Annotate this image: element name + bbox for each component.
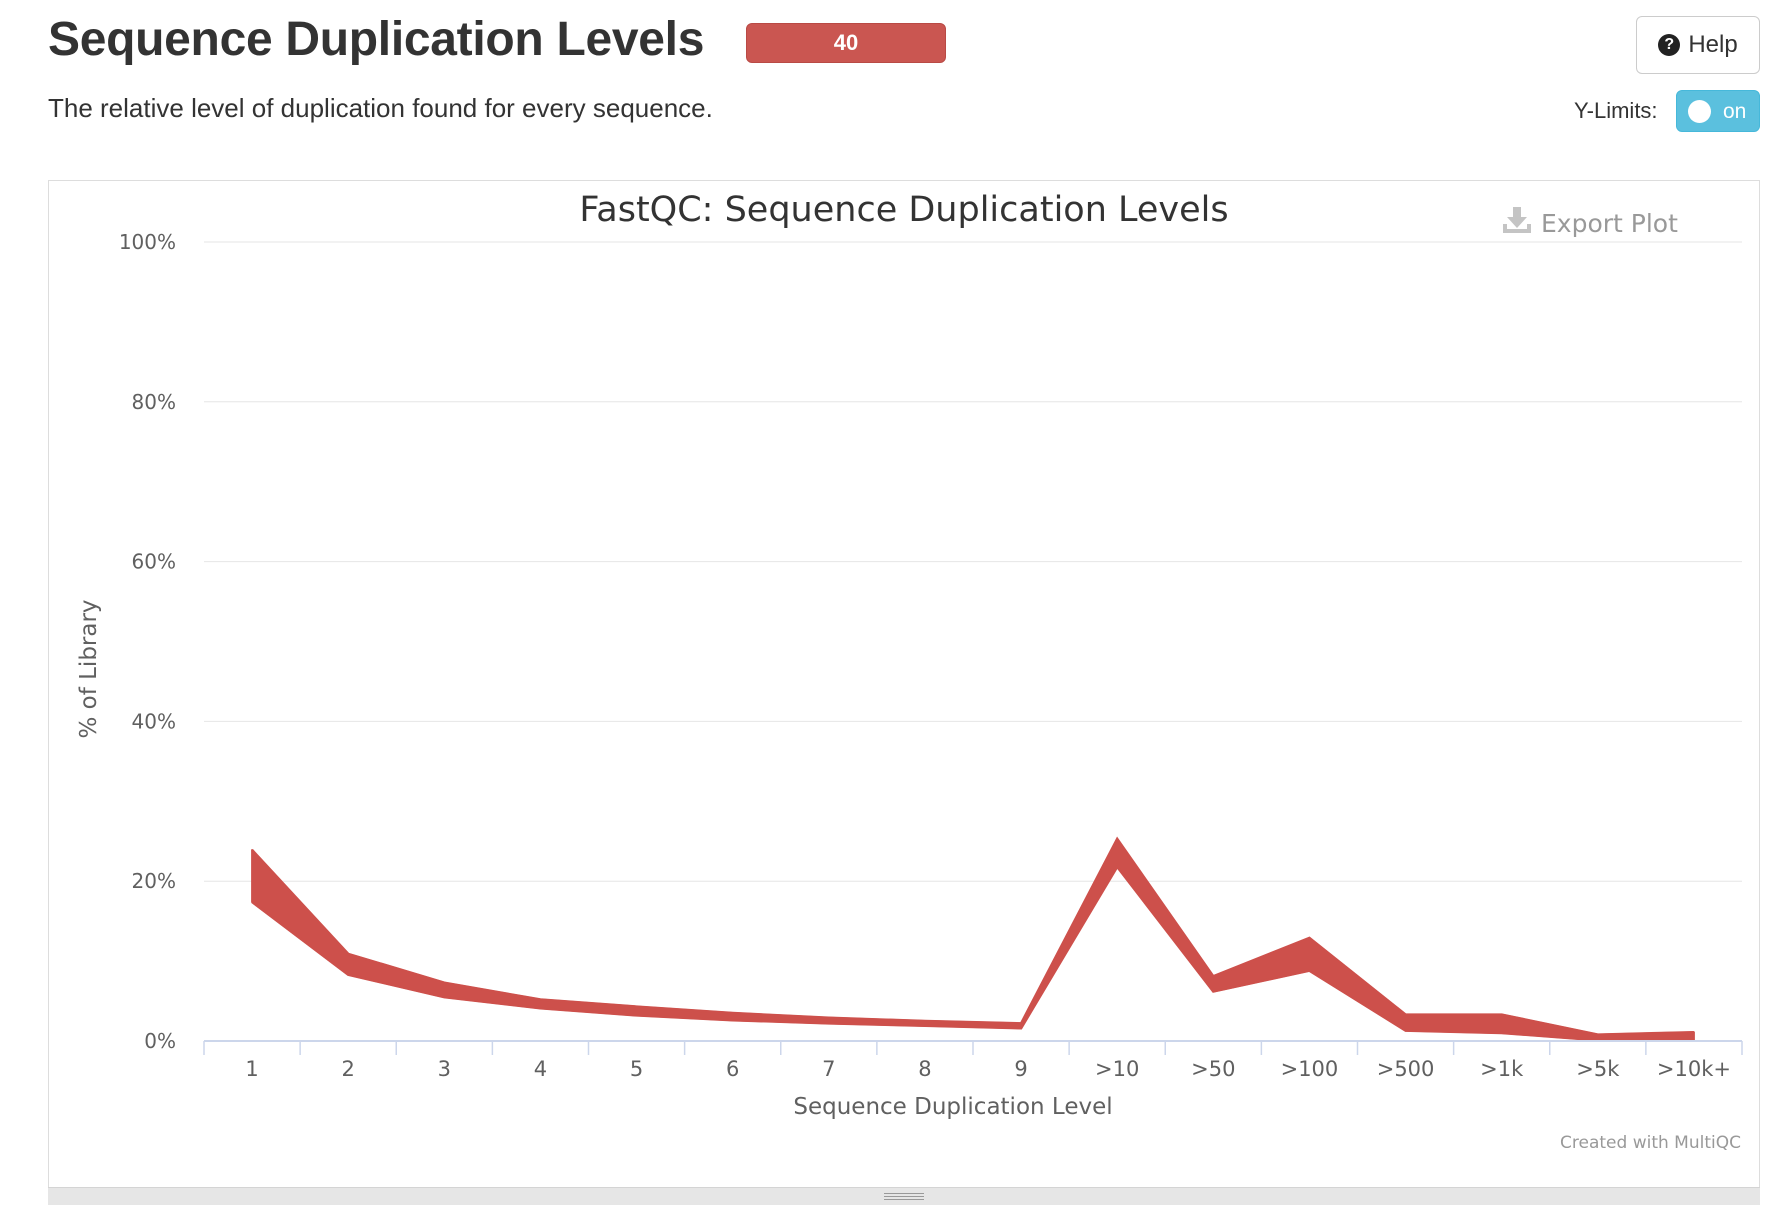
y-tick-label: 0% [144,1029,176,1053]
x-tick-label: 8 [918,1057,931,1081]
x-tick-label: 5 [630,1057,643,1081]
y-limits-label: Y-Limits: [1574,98,1658,123]
x-tick-label: 9 [1014,1057,1027,1081]
help-button[interactable]: ? Help [1636,16,1760,74]
y-tick-label: 20% [132,869,176,893]
export-plot-label: Export Plot [1541,209,1678,238]
x-tick-label: >5k [1576,1057,1620,1081]
y-tick-label: 40% [132,709,176,733]
x-tick-label: >500 [1377,1057,1435,1081]
toggle-knob [1688,100,1711,123]
x-tick-label: 1 [245,1057,258,1081]
duplication-line-chart: 1 2 3 4 5 6 7 8 9 >10 >50 >100 >500 >1k >5k >10k+ 0% 20%… [76,190,1743,1153]
x-tick-label: >1k [1480,1057,1524,1081]
x-tick-label: 3 [438,1057,451,1081]
x-tick-label: 7 [822,1057,835,1081]
series-band-area [251,837,1695,1042]
help-button-label: Help [1688,31,1738,58]
sample-count-badge: 40 [746,23,946,63]
series-line-max [251,836,1694,1036]
chart-title: FastQC: Sequence Duplication Levels [579,190,1228,230]
y-axis-title: % of Library [76,599,102,738]
y-tick-label: 60% [132,550,176,574]
export-plot-button[interactable]: Export Plot [1503,207,1678,238]
toggle-state-label: on [1723,100,1747,123]
download-icon [1503,207,1531,233]
x-axis [203,1040,1743,1055]
credit-text: Created with MultiQC [1560,1133,1741,1153]
x-tick-label: >10 [1095,1057,1139,1081]
x-tick-labels: 1 2 3 4 5 6 7 8 9 >10 >50 >100 >500 >1k >5k >10k+ [245,1057,1731,1081]
question-circle-icon: ? [1658,34,1681,56]
x-tick-label: >10k+ [1657,1057,1731,1081]
y-tick-label: 80% [132,390,176,414]
y-tick-label: 100% [119,230,176,254]
plot-container: 1 2 3 4 5 6 7 8 9 >10 >50 >100 >500 >1k >5k >10k+ 0% 20%… [48,180,1760,1204]
series-line-min [251,864,1694,1042]
x-tick-label: 2 [342,1057,355,1081]
plot-resize-handle[interactable] [48,1187,1760,1205]
x-tick-label: 4 [534,1057,547,1081]
y-limits-toggle[interactable]: on [1676,90,1760,132]
grid-lines [204,241,1742,882]
x-axis-title: Sequence Duplication Level [793,1094,1112,1120]
x-tick-label: >100 [1281,1057,1339,1081]
series-band [251,836,1695,1042]
grip-icon [884,1193,924,1200]
page-title: Sequence Duplication Levels [48,13,705,66]
y-tick-labels: 0% 20% 40% 60% 80% 100% [119,230,176,1053]
x-tick-label: >50 [1191,1057,1235,1081]
section-description: The relative level of duplication found … [48,93,713,123]
x-tick-label: 6 [726,1057,739,1081]
